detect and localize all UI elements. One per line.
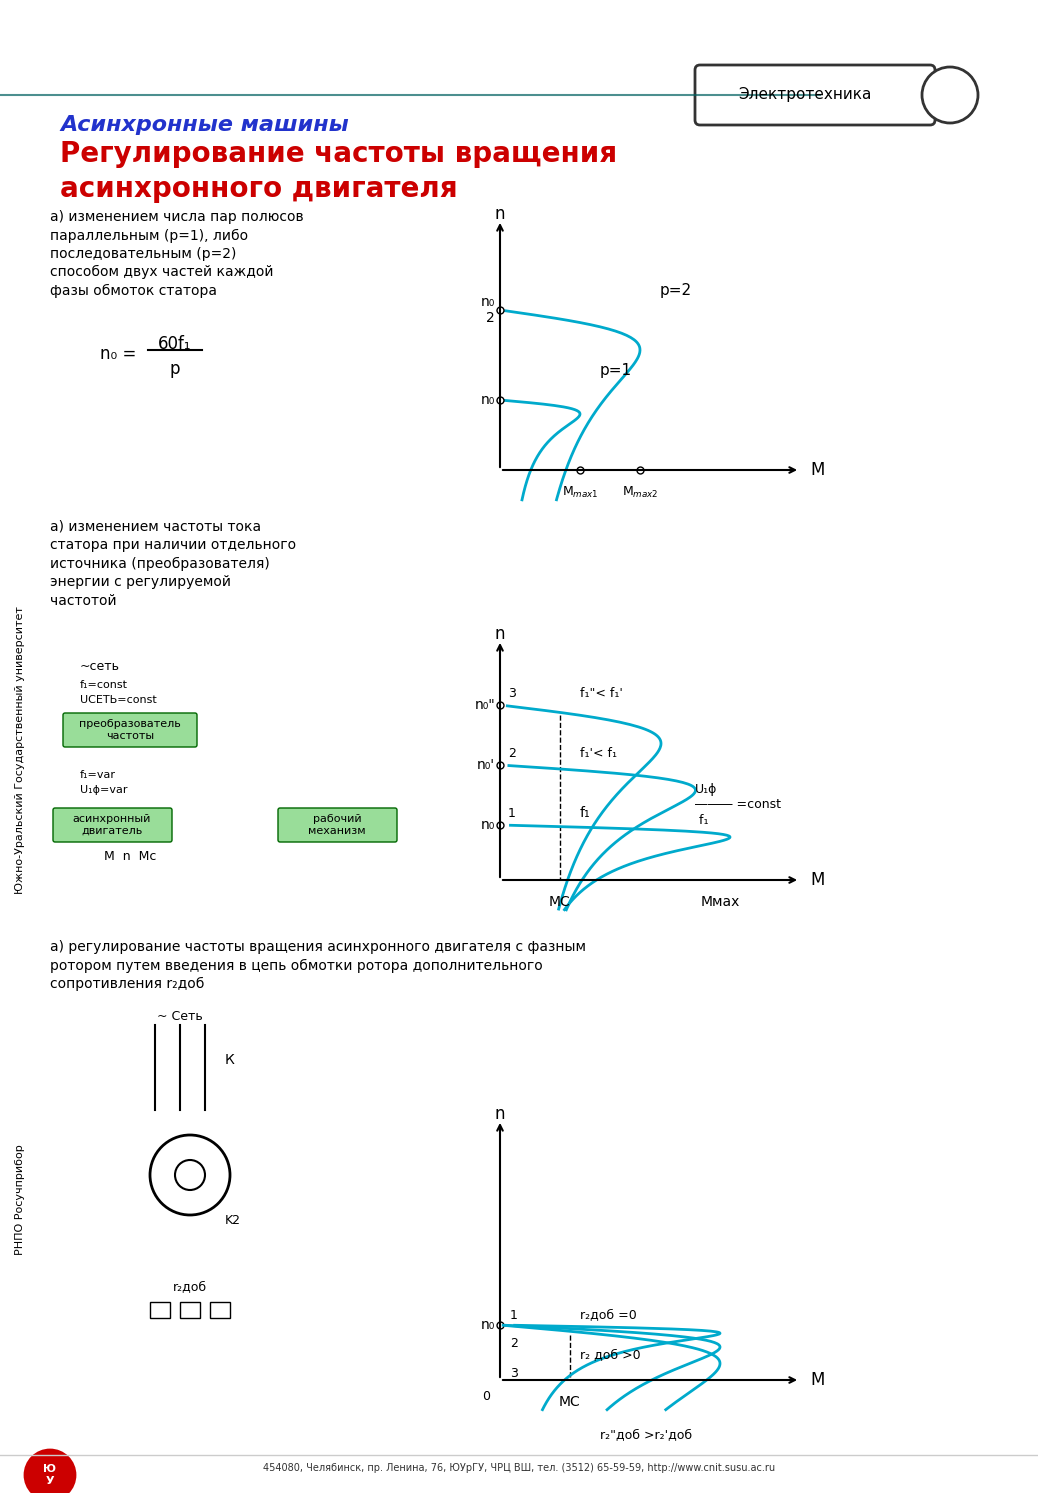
Text: r₂доб =0: r₂доб =0 (580, 1308, 636, 1321)
Text: n₀
2: n₀ 2 (481, 296, 495, 325)
Text: 1: 1 (510, 1309, 518, 1321)
Text: 2: 2 (510, 1338, 518, 1350)
Text: f₁"< f₁': f₁"< f₁' (580, 687, 623, 700)
Circle shape (175, 1160, 204, 1190)
Text: MС: MС (559, 1394, 581, 1409)
Text: r₂доб: r₂доб (173, 1280, 207, 1293)
Text: 3: 3 (510, 1368, 518, 1380)
Text: преобразователь
частоты: преобразователь частоты (79, 720, 181, 741)
FancyBboxPatch shape (53, 808, 172, 842)
Text: асинхронный
двигатель: асинхронный двигатель (73, 814, 152, 836)
Text: p=1: p=1 (600, 363, 632, 378)
Text: РНПО Росучприбор: РНПО Росучприбор (15, 1145, 25, 1256)
Text: r₂ доб >0: r₂ доб >0 (580, 1348, 640, 1362)
Text: Mмах: Mмах (701, 894, 740, 909)
Text: M$_{max2}$: M$_{max2}$ (622, 485, 658, 500)
Text: 2: 2 (508, 746, 516, 760)
Text: M  n  Mс: M n Mс (104, 850, 156, 863)
Text: f₁=var: f₁=var (80, 770, 116, 779)
Text: p=2: p=2 (660, 282, 692, 297)
Text: а) регулирование частоты вращения асинхронного двигателя с фазным
ротором путем : а) регулирование частоты вращения асинхр… (50, 941, 586, 991)
Text: а) изменением частоты тока
статора при наличии отдельного
источника (преобразова: а) изменением частоты тока статора при н… (50, 520, 296, 608)
FancyBboxPatch shape (180, 1302, 200, 1318)
Text: n₀: n₀ (481, 818, 495, 832)
FancyBboxPatch shape (151, 1302, 170, 1318)
Text: n₀": n₀" (474, 699, 495, 712)
Text: n: n (495, 626, 506, 643)
Text: Электротехника: Электротехника (738, 88, 872, 103)
Text: MС: MС (549, 894, 571, 909)
Text: U₁ϕ=var: U₁ϕ=var (80, 785, 128, 794)
Text: 1: 1 (508, 808, 516, 820)
Text: r₂"доб >r₂'доб: r₂"доб >r₂'доб (600, 1429, 692, 1442)
Text: ~сеть: ~сеть (80, 660, 120, 673)
Text: f₁'< f₁: f₁'< f₁ (580, 746, 617, 760)
Text: n₀: n₀ (481, 393, 495, 408)
Text: Регулирование частоты вращения
асинхронного двигателя: Регулирование частоты вращения асинхронн… (60, 140, 618, 203)
Text: UСЕТЬ=const: UСЕТЬ=const (80, 696, 157, 705)
Text: Ю
У: Ю У (44, 1465, 56, 1486)
Text: Асинхронные машины: Асинхронные машины (60, 115, 349, 134)
Text: p: p (170, 360, 181, 378)
Text: 0: 0 (482, 1390, 490, 1403)
Text: n₀': n₀' (476, 758, 495, 772)
Text: M: M (810, 870, 824, 888)
Text: 061: 061 (934, 88, 966, 103)
Text: n: n (495, 205, 506, 222)
Text: 454080, Челябинск, пр. Ленина, 76, ЮУрГУ, ЧРЦ ВШ, тел. (3512) 65-59-59, http://w: 454080, Челябинск, пр. Ленина, 76, ЮУрГУ… (263, 1463, 775, 1474)
Text: f₁: f₁ (580, 806, 591, 820)
FancyBboxPatch shape (278, 808, 397, 842)
Text: рабочий
механизм: рабочий механизм (308, 814, 365, 836)
Circle shape (922, 67, 978, 122)
Text: ~ Сеть: ~ Сеть (157, 1009, 202, 1023)
Text: К: К (225, 1053, 235, 1067)
Text: M$_{max1}$: M$_{max1}$ (562, 485, 598, 500)
Text: f₁=const: f₁=const (80, 679, 128, 690)
Text: n: n (495, 1105, 506, 1123)
FancyBboxPatch shape (63, 714, 197, 746)
Text: K2: K2 (225, 1214, 241, 1227)
Text: Южно-Уральский Государственный университет: Южно-Уральский Государственный университ… (15, 606, 25, 894)
Circle shape (25, 1450, 75, 1493)
Circle shape (151, 1135, 230, 1215)
Text: M: M (810, 1371, 824, 1388)
FancyBboxPatch shape (210, 1302, 230, 1318)
Text: а) изменением числа пар полюсов
параллельным (р=1), либо
последовательным (р=2)
: а) изменением числа пар полюсов параллел… (50, 211, 304, 299)
Text: M: M (810, 461, 824, 479)
Text: 3: 3 (508, 687, 516, 700)
Text: n₀ =: n₀ = (100, 345, 136, 363)
Text: n₀: n₀ (481, 1318, 495, 1332)
FancyBboxPatch shape (695, 66, 935, 125)
Text: U₁ϕ
――― =const
 f₁: U₁ϕ ――― =const f₁ (695, 784, 781, 827)
Text: 60f₁: 60f₁ (158, 334, 192, 352)
